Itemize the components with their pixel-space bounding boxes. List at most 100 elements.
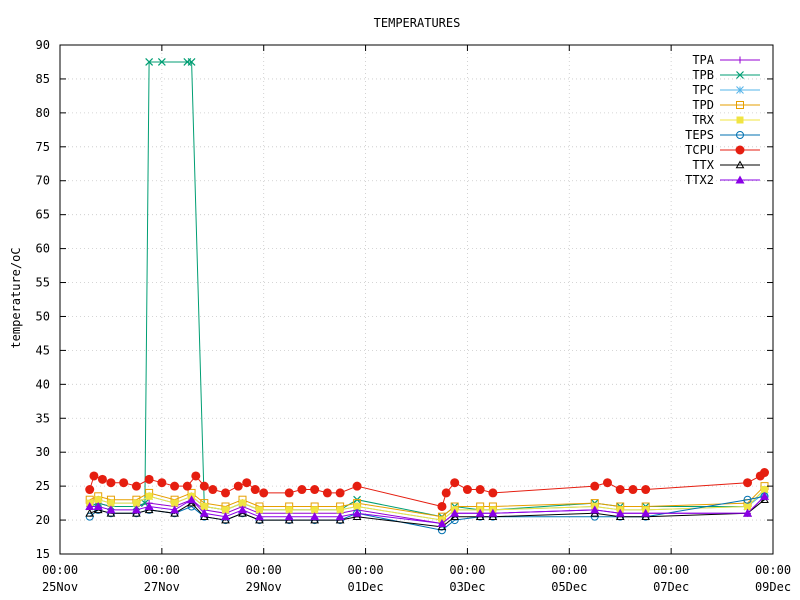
data-point bbox=[743, 478, 753, 488]
data-point bbox=[119, 478, 129, 488]
data-point bbox=[590, 481, 600, 491]
legend-label: TPD bbox=[692, 98, 714, 112]
legend-entry-tpb: TPB bbox=[692, 68, 760, 82]
data-point bbox=[199, 481, 209, 491]
data-point bbox=[106, 505, 116, 514]
data-point bbox=[171, 499, 179, 507]
data-point bbox=[335, 488, 345, 498]
x-tick-label-time: 00:00 bbox=[42, 563, 78, 577]
legend-marker bbox=[736, 71, 744, 79]
data-point bbox=[238, 499, 246, 507]
data-point bbox=[222, 506, 230, 514]
data-point bbox=[242, 478, 252, 488]
data-point bbox=[106, 478, 116, 488]
data-point bbox=[145, 492, 153, 500]
legend-label: TTX2 bbox=[685, 173, 714, 187]
legend-marker bbox=[736, 101, 744, 109]
data-point bbox=[93, 501, 103, 510]
legend-marker bbox=[736, 86, 744, 94]
legend-entry-ttx2: TTX2 bbox=[685, 173, 760, 187]
legend-marker bbox=[735, 160, 745, 169]
x-tick-label-date: 09Dec bbox=[755, 580, 791, 594]
data-point bbox=[145, 58, 154, 66]
data-point bbox=[255, 506, 263, 514]
legend-label: TCPU bbox=[685, 143, 714, 157]
data-point bbox=[322, 488, 332, 498]
data-point bbox=[170, 481, 180, 491]
x-tick-label-date: 07Dec bbox=[653, 580, 689, 594]
y-tick-label: 15 bbox=[36, 547, 50, 561]
data-point bbox=[233, 481, 243, 491]
y-tick-label: 45 bbox=[36, 343, 50, 357]
data-point bbox=[760, 468, 770, 478]
legend-label: TRX bbox=[692, 113, 714, 127]
x-tick-label-time: 00:00 bbox=[551, 563, 587, 577]
data-point bbox=[187, 495, 197, 504]
series-ttx2 bbox=[85, 491, 770, 527]
legend-marker bbox=[736, 56, 744, 64]
data-point bbox=[475, 485, 485, 495]
legend-entry-tpa: TPA bbox=[692, 53, 760, 67]
data-point bbox=[285, 506, 293, 514]
chart-title: TEMPERATURES bbox=[374, 16, 461, 30]
data-point bbox=[89, 471, 99, 481]
x-tick-label-time: 00:00 bbox=[246, 563, 282, 577]
data-point bbox=[107, 499, 115, 507]
data-point bbox=[221, 512, 231, 521]
data-point bbox=[488, 508, 498, 517]
data-point bbox=[641, 508, 651, 517]
x-tick-label-date: 27Nov bbox=[144, 580, 180, 594]
data-point bbox=[199, 508, 209, 517]
data-point bbox=[475, 508, 485, 517]
x-tick-label-date: 01Dec bbox=[348, 580, 384, 594]
data-point bbox=[450, 508, 460, 517]
y-axis-label: temperature/oC bbox=[9, 247, 23, 348]
data-point bbox=[97, 474, 107, 484]
x-tick-label-time: 00:00 bbox=[348, 563, 384, 577]
legend-label: TPB bbox=[692, 68, 714, 82]
data-point bbox=[310, 512, 320, 521]
legend-label: TEPS bbox=[685, 128, 714, 142]
y-tick-label: 20 bbox=[36, 513, 50, 527]
legend-entry-tpd: TPD bbox=[692, 98, 760, 112]
data-point bbox=[157, 58, 166, 66]
data-point bbox=[284, 512, 294, 521]
y-tick-label: 65 bbox=[36, 208, 50, 222]
data-point bbox=[157, 478, 167, 488]
y-tick-label: 60 bbox=[36, 242, 50, 256]
data-point bbox=[85, 485, 95, 495]
data-point bbox=[441, 488, 451, 498]
legend-label: TPA bbox=[692, 53, 714, 67]
legend-entry-teps: TEPS bbox=[685, 128, 760, 142]
data-point bbox=[131, 505, 141, 514]
data-point bbox=[208, 485, 218, 495]
data-point bbox=[641, 485, 651, 495]
x-tick-label-time: 00:00 bbox=[653, 563, 689, 577]
data-point bbox=[590, 505, 600, 514]
data-point bbox=[200, 502, 208, 510]
data-point bbox=[191, 471, 201, 481]
data-point bbox=[250, 485, 260, 495]
y-tick-label: 50 bbox=[36, 309, 50, 323]
legend-entry-tpc: TPC bbox=[692, 83, 760, 97]
series-layer bbox=[85, 58, 770, 535]
legend-marker bbox=[736, 131, 744, 139]
axis-ticks: 15 20 25 30 35 40 45 50 55 60 65 70 75 80 85 90 00:00 25N… bbox=[36, 38, 792, 594]
x-tick-label-date: 29Nov bbox=[246, 580, 282, 594]
data-point bbox=[744, 502, 752, 510]
x-tick-label-time: 00:00 bbox=[755, 563, 791, 577]
data-point bbox=[628, 485, 638, 495]
y-tick-label: 40 bbox=[36, 377, 50, 391]
y-tick-label: 90 bbox=[36, 38, 50, 52]
data-point bbox=[85, 501, 95, 510]
y-tick-label: 25 bbox=[36, 479, 50, 493]
legend-marker bbox=[735, 175, 745, 184]
data-point bbox=[85, 508, 95, 517]
series-tcpu bbox=[85, 468, 770, 511]
legend-label: TPC bbox=[692, 83, 714, 97]
data-point bbox=[437, 501, 447, 511]
y-tick-label: 85 bbox=[36, 72, 50, 86]
data-point bbox=[144, 501, 154, 510]
data-point bbox=[462, 485, 472, 495]
